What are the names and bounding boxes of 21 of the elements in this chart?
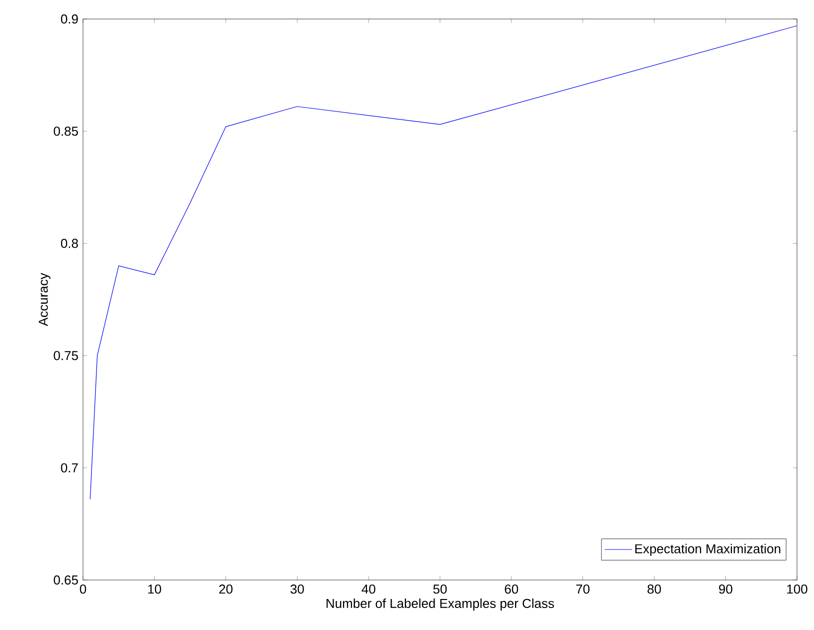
x-tick-label: 60: [504, 584, 518, 594]
x-tick-label: 50: [433, 584, 447, 594]
y-tick-label: 0.75: [54, 351, 78, 360]
x-tick-label: 30: [290, 584, 304, 594]
y-tick-label: 0.8: [60, 238, 78, 248]
x-tick-label: 10: [148, 584, 162, 594]
x-tick-label: 90: [719, 584, 732, 594]
y-tick-label: 0.9: [60, 14, 78, 24]
x-tick-label: 40: [362, 584, 376, 594]
x-tick-label: 0: [80, 584, 86, 594]
x-tick-label: 100: [787, 584, 808, 594]
x-tick-label: 20: [219, 584, 233, 594]
y-tick-label: 0.65: [54, 575, 78, 585]
line-series: [90, 25, 798, 500]
y-tick-label: 0.7: [60, 463, 78, 472]
x-axis-title: Number of Labeled Examples per Class: [326, 598, 554, 611]
x-tick-label: 80: [648, 584, 661, 594]
x-tick-label: 70: [576, 584, 590, 594]
legend-label: Expectation Maximization: [635, 544, 780, 556]
y-tick-label: 0.85: [54, 126, 78, 136]
y-axis-title: Accuracy: [38, 272, 50, 326]
